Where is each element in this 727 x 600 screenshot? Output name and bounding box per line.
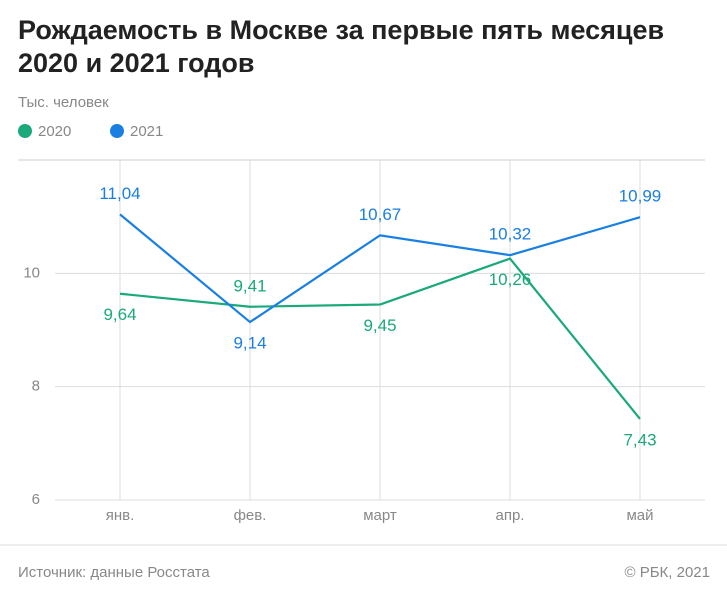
data-label: 9,14 [233, 334, 266, 353]
x-tick-label: март [363, 507, 397, 524]
data-label: 7,43 [623, 430, 656, 449]
y-tick-label: 10 [23, 264, 40, 281]
x-tick-label: янв. [106, 507, 135, 524]
credit: © РБК, 2021 [624, 564, 710, 581]
legend-label: 2021 [130, 123, 163, 140]
data-label: 10,99 [619, 187, 662, 206]
source: Источник: данные Росстата [18, 564, 210, 581]
data-label: 11,04 [99, 184, 140, 203]
data-label: 9,64 [103, 305, 136, 324]
series-line [119, 213, 641, 324]
legend-marker [110, 124, 124, 138]
legend-label: 2020 [38, 123, 71, 140]
data-label: 10,26 [489, 270, 532, 289]
y-tick-label: 8 [32, 378, 40, 395]
data-label: 10,67 [359, 205, 402, 224]
subtitle: Тыс. человек [18, 94, 109, 111]
chart-title: Рождаемость в Москве за первые пять меся… [18, 15, 665, 78]
data-label: 10,32 [489, 225, 532, 244]
series-line [119, 257, 641, 420]
legend-marker [18, 124, 32, 138]
data-label: 9,41 [233, 276, 266, 295]
y-tick-label: 6 [32, 491, 40, 508]
x-tick-label: фев. [234, 507, 267, 524]
data-label: 9,45 [363, 316, 396, 335]
x-tick-label: май [626, 507, 653, 524]
x-tick-label: апр. [496, 507, 525, 524]
